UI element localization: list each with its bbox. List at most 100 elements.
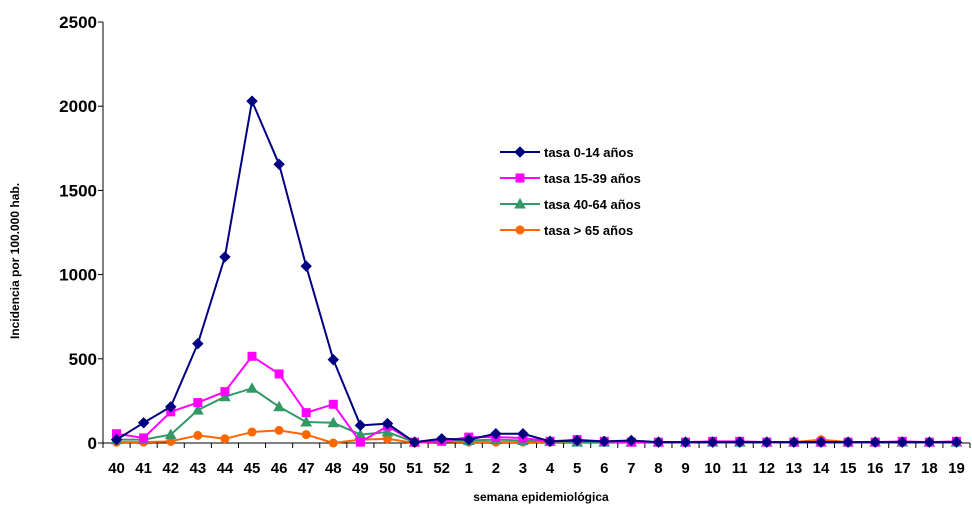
data-point [950, 436, 963, 448]
data-point [246, 382, 258, 393]
data-point [219, 390, 231, 402]
x-tick-label: 18 [921, 460, 938, 477]
data-point [355, 437, 365, 447]
x-tick-label: 13 [786, 460, 803, 477]
data-point [191, 404, 204, 415]
x-tick-label: 43 [189, 460, 206, 477]
series-layer [110, 95, 963, 448]
legend-label: tasa > 65 años [544, 223, 633, 238]
data-point [842, 436, 854, 448]
legend: tasa 0-14 años tasa 15-39 años tasa 40-64 … [500, 145, 641, 238]
data-point [869, 436, 881, 448]
data-point [598, 435, 610, 448]
data-point [164, 428, 177, 440]
x-tick-label: 52 [433, 460, 450, 477]
y-tick-label: 0 [88, 434, 97, 453]
y-tick-label: 2000 [59, 97, 97, 116]
legend-marker [514, 146, 526, 158]
data-point [435, 433, 448, 445]
data-point [273, 158, 285, 171]
x-tick-label: 46 [271, 460, 288, 477]
x-tick-label: 6 [600, 460, 608, 477]
data-point [220, 387, 230, 397]
x-tick-label: 40 [108, 460, 125, 477]
data-point [706, 436, 719, 448]
data-point [220, 434, 230, 444]
legend-item: tasa 15-39 años [500, 171, 641, 186]
series-1 [110, 95, 963, 448]
data-point [247, 427, 257, 437]
data-point [301, 430, 311, 440]
data-point [328, 438, 338, 448]
x-tick-label: 4 [546, 460, 555, 477]
data-point [219, 251, 231, 263]
data-point [896, 436, 908, 448]
x-tick-label: 7 [627, 460, 635, 477]
data-point [490, 428, 502, 440]
data-point [679, 436, 692, 448]
data-point [193, 398, 203, 408]
x-tick-label: 12 [758, 460, 775, 477]
series-line [116, 429, 957, 444]
y-tick-label: 1000 [59, 266, 97, 285]
x-axis: 40 41 42 43 44 45 46 47 48 49 50 51 52 1 2 3 4 5 6 7 8 9 10 11 1… [102, 442, 971, 477]
data-point [165, 401, 177, 413]
data-point [110, 433, 123, 446]
data-point [788, 436, 800, 448]
x-tick-label: 5 [573, 460, 581, 477]
data-point [139, 433, 149, 443]
data-point [247, 351, 257, 361]
legend-label: tasa 15-39 años [544, 171, 641, 186]
data-point [246, 95, 258, 107]
data-point [408, 436, 421, 448]
y-tick-label: 1500 [59, 181, 97, 200]
legend-item: tasa 0-14 años [500, 145, 634, 160]
legend-marker [514, 197, 526, 209]
legend-label: tasa 40-64 años [544, 197, 641, 212]
y-tick-label: 2500 [59, 13, 97, 32]
data-point [327, 353, 340, 366]
x-tick-label: 16 [867, 460, 884, 477]
data-point [273, 400, 285, 412]
data-point [463, 433, 475, 446]
data-point [327, 416, 340, 428]
data-point [354, 419, 367, 432]
data-point [733, 436, 746, 448]
data-point [625, 434, 638, 447]
x-tick-label: 47 [298, 460, 315, 477]
x-tick-label: 49 [352, 460, 369, 477]
legend-marker [515, 173, 525, 183]
x-tick-label: 15 [840, 460, 857, 477]
x-tick-label: 8 [654, 460, 662, 477]
data-point [815, 436, 827, 448]
data-point [923, 436, 936, 448]
x-tick-label: 42 [162, 460, 179, 477]
data-point [300, 415, 313, 427]
x-tick-label: 19 [948, 460, 965, 477]
x-tick-label: 41 [135, 460, 152, 477]
x-tick-label: 10 [704, 460, 721, 477]
x-tick-label: 11 [732, 460, 748, 477]
y-axis: 0 500 1000 1500 2000 2500 [59, 13, 104, 453]
data-point [381, 417, 394, 430]
series-line [116, 355, 957, 444]
y-axis-title: Incidencia por 100.000 hab. [8, 183, 22, 339]
legend-marker [515, 225, 525, 235]
data-point [761, 436, 773, 448]
data-point [193, 430, 203, 440]
data-point [517, 428, 529, 440]
x-tick-label: 51 [406, 460, 423, 477]
x-tick-label: 50 [379, 460, 396, 477]
x-tick-label: 2 [492, 460, 500, 477]
x-tick-label: 3 [519, 460, 527, 477]
y-tick-label: 500 [69, 350, 97, 369]
data-point [571, 434, 583, 447]
data-point [544, 435, 556, 448]
x-tick-label: 1 [465, 460, 473, 477]
legend-label: tasa 0-14 años [544, 145, 634, 160]
legend-item: tasa > 65 años [500, 223, 633, 238]
data-point [300, 260, 312, 272]
x-tick-label: 45 [244, 460, 261, 477]
data-point [301, 408, 311, 418]
